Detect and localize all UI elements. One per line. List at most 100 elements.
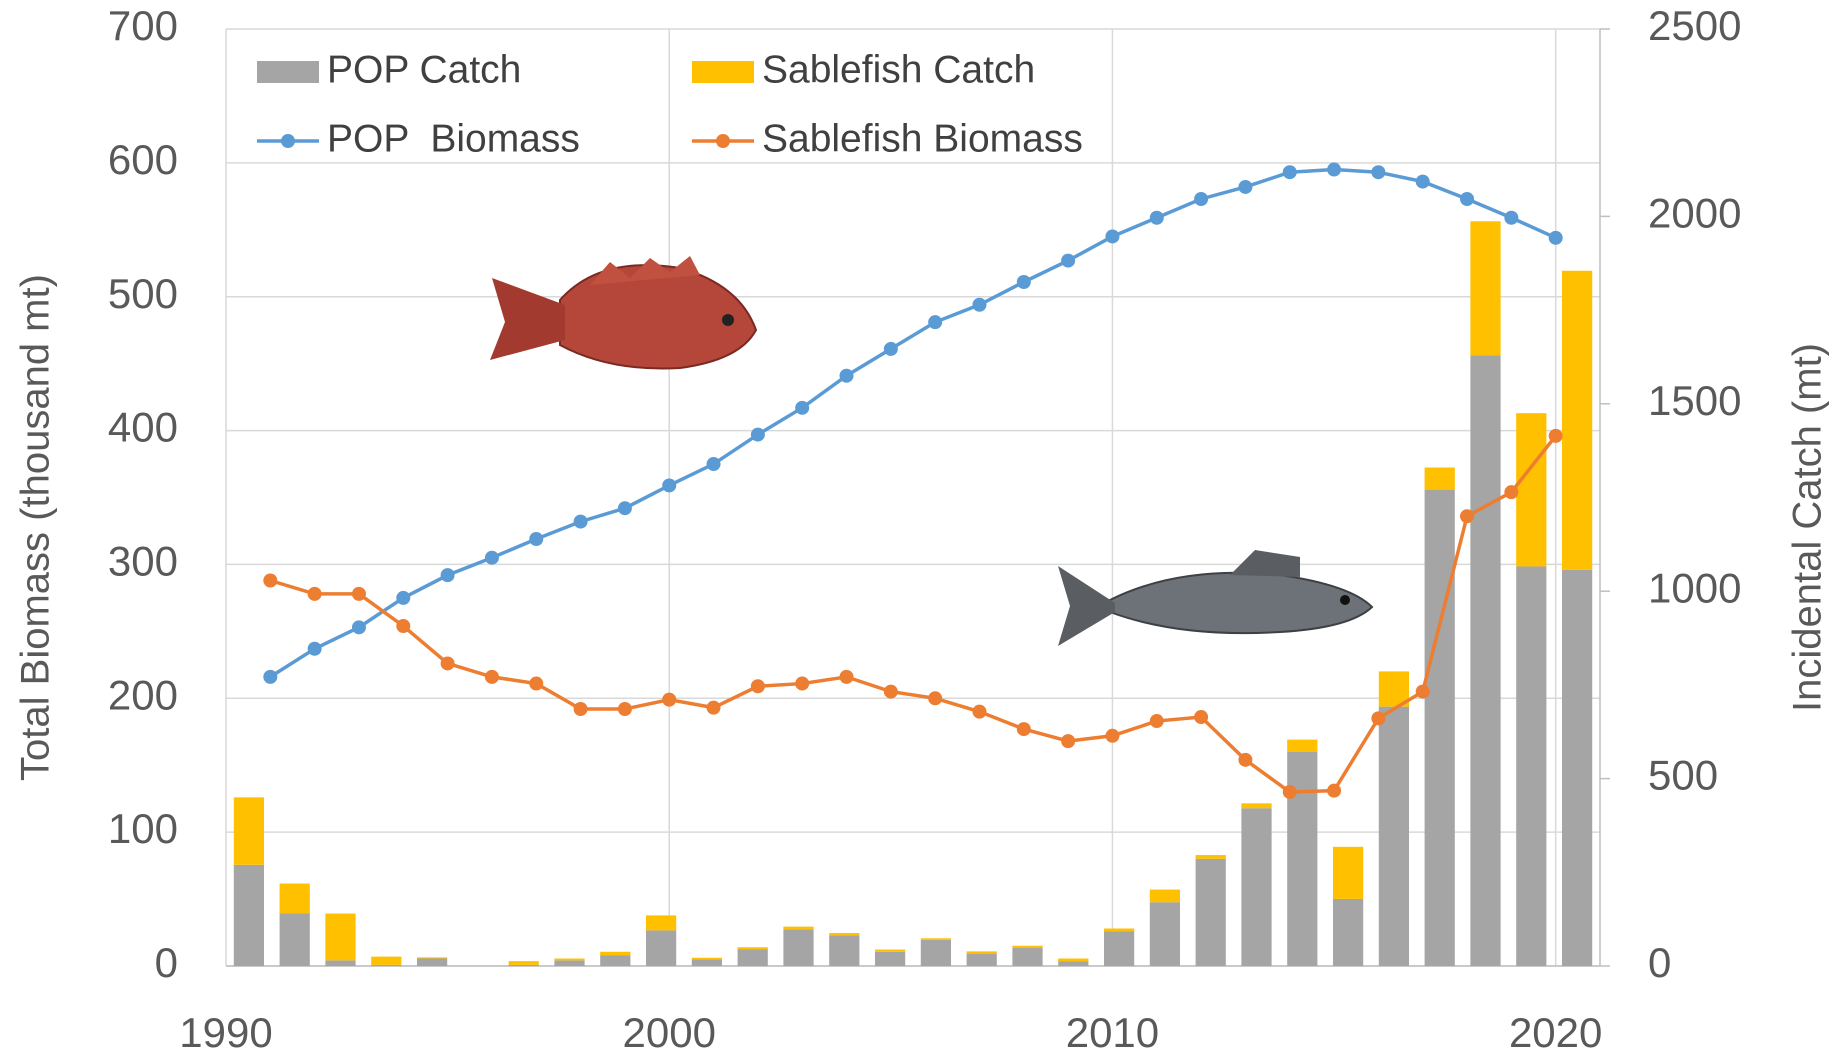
point — [396, 590, 411, 605]
point — [1282, 784, 1297, 799]
bar — [966, 951, 997, 955]
y2-tick-label: 0 — [1648, 939, 1671, 986]
bar — [645, 930, 677, 966]
y-tick-label: 200 — [108, 671, 178, 718]
point — [573, 701, 588, 716]
y-tick-label: 400 — [108, 404, 178, 451]
point — [263, 669, 278, 684]
x-tick-label: 2010 — [1066, 1009, 1159, 1054]
point — [1548, 428, 1563, 443]
bar — [1424, 490, 1455, 966]
point — [750, 679, 765, 694]
bar — [1470, 355, 1501, 966]
bar — [233, 797, 265, 865]
legend-label: POP Biomass — [327, 117, 580, 160]
bar — [1332, 898, 1364, 966]
point — [351, 586, 366, 601]
point — [307, 586, 322, 601]
bar — [325, 960, 356, 966]
rockfish-illustration — [490, 256, 758, 370]
point — [883, 684, 898, 699]
point — [307, 641, 322, 656]
point — [883, 341, 898, 356]
y2-tick-label: 2500 — [1648, 2, 1741, 49]
bar — [920, 938, 952, 940]
bar — [416, 957, 448, 959]
bar — [554, 960, 585, 966]
legend-swatch — [281, 134, 295, 148]
sablefish-tail — [1058, 566, 1115, 646]
point — [839, 669, 854, 684]
point — [351, 620, 366, 635]
series-line — [269, 434, 1558, 794]
bar — [829, 933, 860, 936]
bar — [1516, 566, 1547, 966]
point — [1016, 722, 1031, 737]
point — [529, 676, 544, 691]
bar — [416, 958, 448, 966]
x-tick-label: 2020 — [1509, 1009, 1602, 1054]
bar — [783, 926, 814, 930]
sablefish-illustration — [1058, 550, 1374, 646]
x-tick-label: 1990 — [179, 1009, 272, 1054]
bar — [1149, 889, 1181, 903]
point — [1460, 191, 1475, 206]
bar — [508, 964, 539, 966]
point — [1327, 162, 1342, 177]
bar — [1561, 569, 1593, 966]
bar — [1424, 467, 1455, 491]
point — [662, 478, 677, 493]
point — [440, 568, 455, 583]
sablefish-fin — [1230, 550, 1300, 577]
point — [795, 400, 810, 415]
bars — [233, 221, 1593, 966]
rockfish-fin — [590, 256, 700, 285]
y-tick-label: 500 — [108, 270, 178, 317]
labels: 0 100 200 300 400 500 600 700 0 500 1000 1500 2000 25… — [14, 2, 1830, 1054]
y2-tick-label: 500 — [1648, 752, 1718, 799]
bar — [600, 951, 631, 956]
bar — [1378, 671, 1410, 707]
rockfish-tail — [490, 278, 565, 360]
point — [795, 676, 810, 691]
point — [1105, 728, 1120, 743]
point — [1149, 714, 1164, 729]
sablefish-eye — [1340, 595, 1350, 605]
bar — [1195, 858, 1226, 966]
bar — [1470, 221, 1501, 356]
bar — [279, 913, 310, 966]
sablefish-body — [1109, 571, 1374, 635]
bar — [1516, 413, 1547, 567]
y-tick-label: 600 — [108, 136, 178, 183]
point — [1194, 191, 1209, 206]
point — [928, 691, 943, 706]
point — [263, 573, 278, 588]
bar — [1561, 270, 1593, 570]
bar — [371, 956, 402, 965]
bar — [645, 915, 677, 931]
point — [1504, 485, 1519, 500]
point — [1371, 711, 1386, 726]
bar — [1195, 855, 1226, 859]
bar — [600, 955, 631, 966]
y2-tick-label: 2000 — [1648, 189, 1741, 236]
point — [1016, 274, 1031, 289]
plot: 0 100 200 300 400 500 600 700 0 500 1000 1500 2000 25… — [14, 2, 1830, 1054]
rockfish-eye — [722, 314, 734, 326]
point — [1415, 174, 1430, 189]
point — [928, 315, 943, 330]
y-tick-label: 0 — [155, 939, 178, 986]
bar — [1332, 846, 1364, 899]
legend-label: Sablefish Biomass — [762, 117, 1083, 160]
point — [1460, 509, 1475, 524]
bar — [737, 949, 768, 966]
x-tick-label: 2000 — [623, 1009, 716, 1054]
bar — [737, 947, 768, 950]
bar — [874, 949, 906, 952]
bar — [691, 957, 723, 960]
bar — [1378, 706, 1410, 966]
point — [440, 656, 455, 671]
y-tick-label: 300 — [108, 538, 178, 585]
y2-axis-title: Incidental Catch (mt) — [1786, 343, 1830, 712]
